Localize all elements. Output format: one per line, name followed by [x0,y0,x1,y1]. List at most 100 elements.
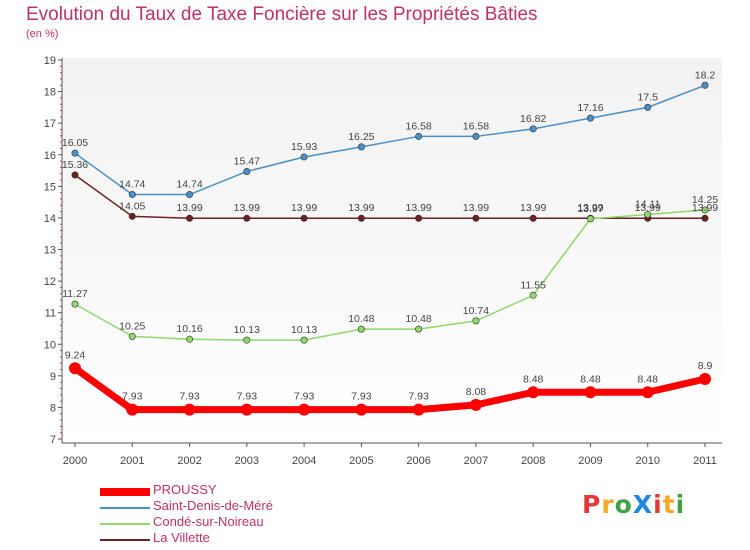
data-point [128,191,136,199]
x-tick-label: 2007 [464,455,488,467]
data-label: 16.25 [348,131,374,143]
chart-title: Evolution du Taux de Taxe Foncière sur l… [26,4,538,25]
logo-letter: X [632,490,654,519]
data-label: 17.5 [638,91,659,103]
data-label: 13.99 [291,202,317,214]
data-label: 16.05 [62,137,88,149]
y-tick-label: 16 [44,150,56,162]
data-label: 7.93 [122,391,143,403]
data-label: 14.74 [119,179,145,191]
data-label: 10.13 [234,324,260,336]
data-point [300,336,308,344]
data-point [243,214,251,222]
data-label: 16.82 [520,113,546,125]
data-label: 7.93 [408,391,429,403]
y-tick-label: 10 [44,339,56,351]
x-tick-label: 2010 [635,455,659,467]
data-point [357,214,365,222]
data-point [641,386,654,399]
data-point [644,103,652,111]
x-tick-label: 2005 [349,455,373,467]
data-point [469,398,482,411]
x-tick-label: 2004 [292,455,316,467]
data-label: 14.11 [635,198,661,210]
data-point [701,214,709,222]
x-tick-label: 2009 [578,455,602,467]
data-label: 7.93 [294,391,315,403]
logo-letter: r [601,490,615,519]
data-point [529,125,537,133]
y-tick-label: 9 [50,371,56,383]
data-label: 8.9 [698,360,713,372]
logo-letter: i [675,490,686,519]
data-label: 10.13 [291,324,317,336]
data-label: 8.48 [580,373,601,385]
data-point [186,335,194,343]
data-label: 7.93 [179,391,200,403]
x-tick-label: 2008 [521,455,545,467]
data-label: 10.48 [348,313,374,325]
data-label: 14.05 [119,200,145,212]
data-point [240,403,253,416]
legend-label: Saint-Denis-de-Méré [153,498,273,513]
data-point [415,325,423,333]
data-point [472,132,480,140]
data-point [71,149,79,157]
data-label: 13.97 [577,203,603,215]
data-point [415,214,423,222]
data-point [529,214,537,222]
x-tick-label: 2006 [406,455,430,467]
logo-letter: i [653,490,663,519]
data-label: 9.24 [65,349,86,361]
legend-swatch [100,539,150,541]
data-label: 18.2 [695,69,716,81]
chart-subtitle: (en %) [26,28,59,40]
data-point [701,206,709,214]
y-tick-label: 11 [45,308,56,320]
data-label: 8.48 [638,373,659,385]
x-tick-label: 2002 [177,455,201,467]
data-label: 15.93 [291,141,317,153]
data-label: 11.27 [62,288,88,300]
y-tick-label: 18 [44,87,56,99]
data-point [71,300,79,308]
x-tick-label: 2011 [693,455,717,467]
data-label: 8.08 [466,386,487,398]
data-label: 13.99 [635,202,661,214]
data-label: 13.99 [463,202,489,214]
y-tick-label: 8 [50,402,56,414]
data-point [586,215,594,223]
legend-swatch [100,523,150,525]
data-label: 15.36 [62,159,88,171]
data-point [357,325,365,333]
data-label: 8.48 [523,373,544,385]
data-point [298,403,311,416]
x-tick-label: 2003 [235,455,259,467]
y-tick-label: 12 [44,276,56,288]
data-label: 10.25 [119,320,145,332]
data-point [243,336,251,344]
data-label: 14.74 [176,179,202,191]
y-tick-label: 13 [44,245,56,257]
data-point [126,403,139,416]
data-point [529,291,537,299]
data-point [699,372,711,385]
data-label: 13.99 [692,202,718,214]
data-point [415,132,423,140]
data-point [128,332,136,340]
legend-label: PROUSSY [153,482,217,497]
data-label: 17.16 [577,102,603,114]
y-tick-label: 7 [50,434,56,446]
data-point [300,153,308,161]
data-label: 13.99 [234,202,260,214]
data-point [183,403,196,416]
y-tick-label: 15 [44,181,56,193]
data-label: 13.99 [577,202,603,214]
data-point [472,317,480,325]
data-point [584,386,597,399]
data-label: 7.93 [351,391,372,403]
x-tick-label: 2001 [120,455,144,467]
data-label: 16.58 [463,120,489,132]
